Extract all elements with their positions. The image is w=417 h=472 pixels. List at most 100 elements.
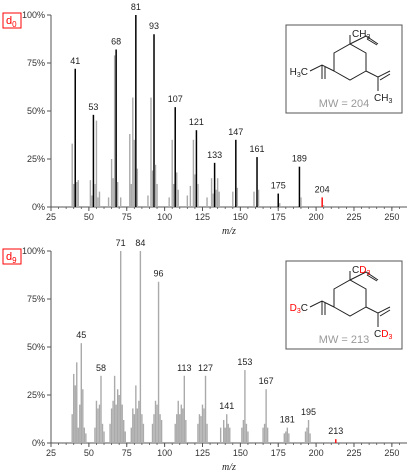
x-tick-label: 150 (233, 212, 248, 222)
chem-label-part: 3 (366, 270, 370, 277)
peak-label: 58 (96, 363, 106, 373)
peak-label: 121 (189, 117, 204, 127)
x-tick-label: 75 (122, 448, 132, 458)
isopropenyl-right-double (379, 309, 391, 317)
isopropenyl-right-methylene (377, 306, 391, 314)
peak-label: 45 (76, 330, 86, 340)
chem-label-part: H (290, 67, 297, 78)
isopropenyl-right-methylene (377, 70, 391, 78)
peak-label: 93 (149, 21, 159, 31)
chem-label-part: C (374, 329, 381, 340)
molecular-weight: MW = 204 (319, 98, 369, 110)
y-tick-label: 50% (27, 106, 45, 116)
isopropenyl-right-double (379, 73, 391, 81)
y-tick-label: 100% (22, 10, 45, 20)
x-tick-label: 125 (195, 212, 210, 222)
peak-label: 175 (271, 181, 286, 191)
peak-label: 81 (131, 2, 141, 12)
x-tick-label: 100 (157, 212, 172, 222)
structure-box (285, 24, 403, 114)
peak-label: 195 (301, 407, 316, 417)
peak-label: 161 (250, 144, 265, 154)
peak-label: 71 (116, 238, 126, 248)
isotope-badge-box (2, 12, 22, 29)
isotope-badge-base: d (6, 251, 12, 263)
peak-label: 113 (177, 363, 191, 373)
methyl-label-bottom: CD3 (374, 329, 392, 341)
y-tick-label: 75% (27, 294, 45, 304)
x-tick-label: 250 (384, 448, 399, 458)
peak-label: 213 (328, 426, 343, 436)
x-axis-label: m/z (222, 226, 236, 237)
x-tick-label: 100 (157, 448, 172, 458)
chem-label-part: C (301, 67, 308, 78)
x-tick-label: 200 (309, 212, 324, 222)
peak-label: 127 (198, 363, 213, 373)
x-tick-label: 225 (346, 448, 361, 458)
peak-label: 141 (219, 401, 234, 411)
x-tick-label: 250 (384, 212, 399, 222)
methyl-label-top: CH3 (352, 29, 370, 41)
x-tick-label: 25 (46, 448, 56, 458)
x-tick-label: 175 (271, 212, 286, 222)
x-tick-label: 175 (271, 448, 286, 458)
x-tick-label: 50 (84, 212, 94, 222)
x-tick-label: 75 (122, 212, 132, 222)
vinyl-group (349, 271, 379, 281)
chem-label-part: CH (374, 93, 388, 104)
molecular-weight: MW = 213 (319, 334, 369, 346)
chem-label-part: 3 (366, 34, 370, 41)
x-tick-label: 125 (195, 448, 210, 458)
peak-label: 41 (70, 56, 80, 66)
y-tick-label: 75% (27, 58, 45, 68)
x-tick-label: 200 (309, 448, 324, 458)
peak-label: 133 (207, 150, 222, 160)
peak-label: 53 (88, 102, 98, 112)
peak-label: 181 (280, 415, 295, 425)
x-axis-label: m/z (222, 462, 236, 472)
y-tick-label: 25% (27, 154, 45, 164)
chem-label-part: C (352, 265, 359, 276)
structure-box (285, 260, 403, 350)
x-tick-label: 50 (84, 448, 94, 458)
y-tick-label: 25% (27, 390, 45, 400)
y-tick-label: 100% (22, 246, 45, 256)
peak-label: 96 (154, 269, 164, 279)
peak-label: 189 (292, 154, 307, 164)
peak-label: 84 (135, 238, 145, 248)
y-tick-label: 50% (27, 342, 45, 352)
y-tick-label: 0% (32, 438, 45, 448)
isotope-badge: d0 (6, 15, 17, 29)
methyl-label-left: H3C (290, 67, 308, 79)
methyl-label-top: CD3 (352, 265, 370, 277)
spectrum-panel-d9: 0% 25% 50% 75% 100% 25 50 75 100 125 150 175 200 225 2… (2, 238, 407, 472)
x-tick-label: 225 (346, 212, 361, 222)
chem-label-part: 3 (297, 308, 301, 315)
chem-label-part: D (359, 265, 366, 276)
peak-label: 153 (237, 357, 252, 367)
chem-label-part: CH (352, 29, 366, 40)
chem-label-part: 3 (388, 98, 392, 105)
methyl-label-left: D3C (290, 303, 308, 315)
spectrum-panel-d0: 0% 25% 50% 75% 100% 25 50 75 100 125 150 175 200 225 2… (2, 2, 407, 237)
chem-label-part: D (381, 329, 388, 340)
x-tick-label: 150 (233, 448, 248, 458)
peak-label: 147 (228, 127, 243, 137)
chem-label-part: D (290, 303, 297, 314)
isotope-badge-box (2, 248, 22, 265)
chem-label-part: 3 (388, 334, 392, 341)
vinyl-group (349, 35, 379, 45)
y-tick-label: 0% (32, 202, 45, 212)
isotope-badge-subscript: 0 (12, 20, 17, 29)
isotope-badge-base: d (6, 15, 12, 27)
x-tick-label: 25 (46, 212, 56, 222)
chem-label-part: 3 (297, 72, 301, 79)
vinyl-double-bond (366, 38, 378, 46)
isotope-badge: d9 (6, 251, 17, 265)
peak-label: 204 (315, 184, 330, 194)
methyl-label-bottom: CH3 (374, 93, 392, 105)
peak-label: 167 (259, 376, 274, 386)
isotope-badge-subscript: 9 (12, 256, 17, 265)
